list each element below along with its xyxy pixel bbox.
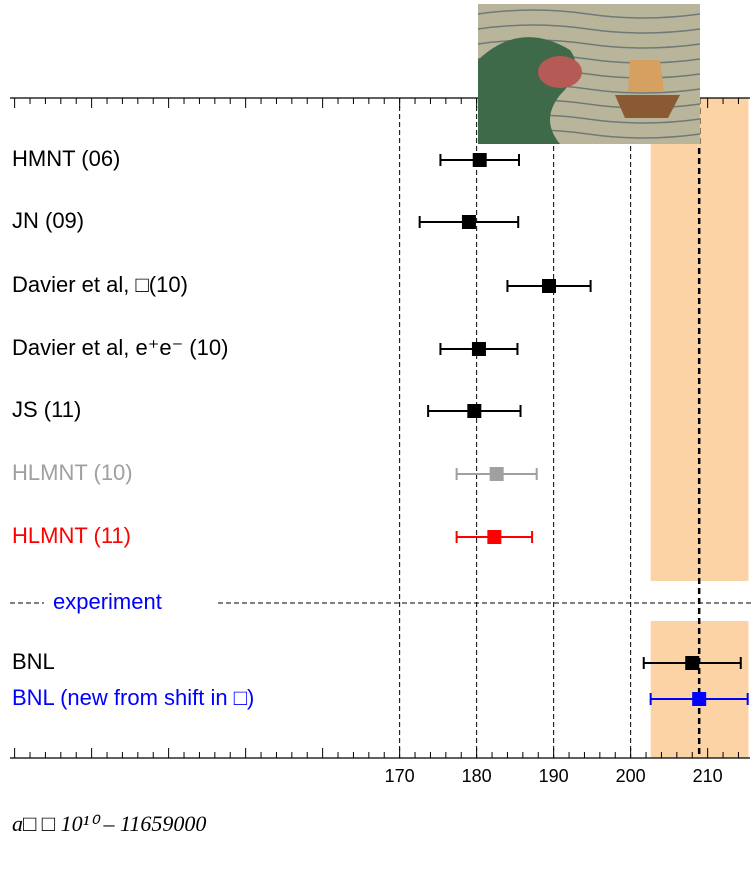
- x-tick-label: 210: [693, 766, 723, 786]
- row-label: HMNT (06): [12, 146, 120, 171]
- marker: [487, 530, 501, 544]
- row-label: HLMNT (10): [12, 460, 133, 485]
- picture-head: [538, 56, 582, 88]
- picture: [478, 4, 700, 144]
- marker: [462, 215, 476, 229]
- row-label: JN (09): [12, 208, 84, 233]
- x-tick-label: 170: [385, 766, 415, 786]
- marker: [467, 404, 481, 418]
- row-label: HLMNT (11): [12, 523, 131, 548]
- row-label: JS (11): [12, 397, 81, 422]
- chart: a□ □ 10¹⁰ – 11659000 170 180 190 200 210 expe…: [0, 0, 754, 869]
- marker: [685, 656, 699, 670]
- x-tick-label: 180: [462, 766, 492, 786]
- row-label: BNL (new from shift in □): [12, 685, 254, 710]
- marker: [542, 279, 556, 293]
- row-label: BNL: [12, 649, 55, 674]
- x-tick-label: 200: [616, 766, 646, 786]
- row-label: Davier et al, □(10): [12, 272, 188, 297]
- x-tick-label: 190: [539, 766, 569, 786]
- marker: [490, 467, 504, 481]
- group-title: experiment: [53, 589, 162, 614]
- x-axis-label: a□ □ 10¹⁰ – 11659000: [12, 811, 206, 836]
- row-label: Davier et al, e⁺e⁻ (10): [12, 335, 228, 360]
- picture-sail: [628, 60, 664, 92]
- marker: [472, 342, 486, 356]
- marker: [473, 153, 487, 167]
- marker: [692, 692, 706, 706]
